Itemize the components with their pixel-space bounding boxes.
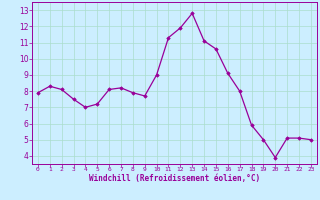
X-axis label: Windchill (Refroidissement éolien,°C): Windchill (Refroidissement éolien,°C) <box>89 174 260 183</box>
